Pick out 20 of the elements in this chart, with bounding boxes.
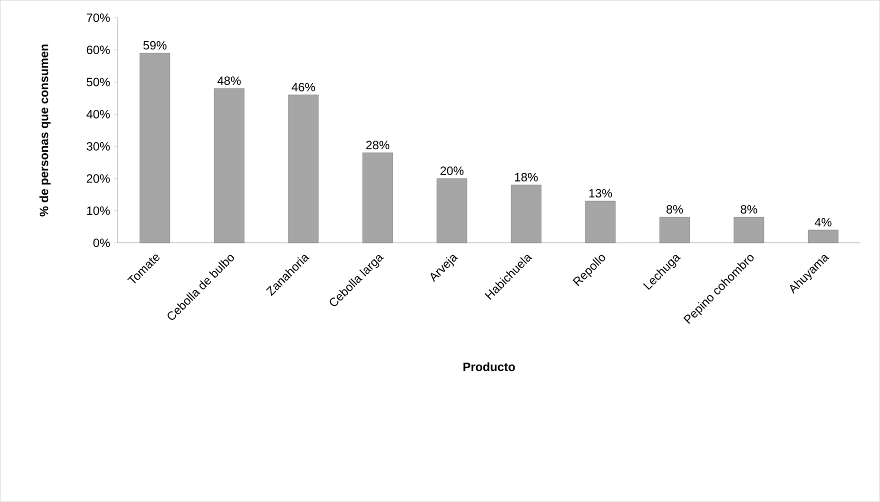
data-label: 13% bbox=[589, 189, 612, 198]
y-tick-label: 30% bbox=[86, 142, 110, 151]
data-label: 8% bbox=[740, 205, 758, 214]
y-tick-label: 20% bbox=[86, 174, 110, 183]
y-axis-title: % de personas que consumen bbox=[39, 44, 51, 217]
y-tick-label: 60% bbox=[86, 46, 110, 54]
data-label: 8% bbox=[666, 205, 683, 214]
data-label: 20% bbox=[440, 166, 464, 176]
y-tick-label: 40% bbox=[86, 110, 110, 119]
y-tick-label: 10% bbox=[87, 206, 110, 216]
data-label: 59% bbox=[143, 41, 166, 50]
x-axis-title: Producto bbox=[463, 362, 515, 372]
data-label: 28% bbox=[366, 140, 390, 150]
y-tick-label: 50% bbox=[86, 78, 110, 86]
data-label: 4% bbox=[814, 218, 832, 227]
y-tick-label: 70% bbox=[86, 14, 110, 22]
data-label: 18% bbox=[515, 173, 538, 182]
data-label: 46% bbox=[292, 83, 315, 92]
y-tick-label: 0% bbox=[93, 238, 110, 248]
data-label: 48% bbox=[217, 76, 241, 86]
